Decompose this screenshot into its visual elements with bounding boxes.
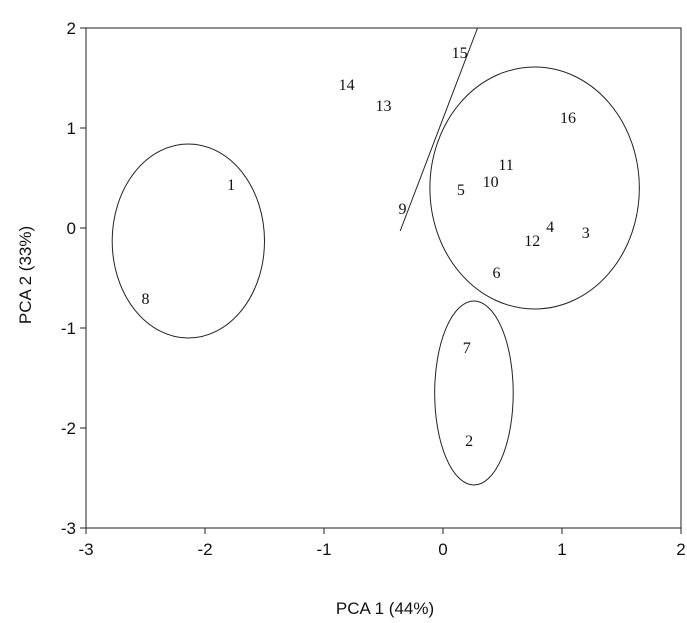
- point-label-9: 9: [399, 201, 407, 218]
- x-tick-label: 0: [438, 540, 447, 559]
- group-outlines-layer: [111, 27, 640, 486]
- y-axis-title: PCA 2 (33%): [16, 226, 35, 324]
- point-label-16: 16: [560, 110, 576, 127]
- cluster-ellipse-3: [434, 300, 514, 486]
- y-tick-label: -1: [61, 319, 76, 338]
- point-label-12: 12: [524, 233, 540, 250]
- cluster-triangle: [260, 27, 479, 232]
- point-label-7: 7: [463, 340, 471, 357]
- point-label-5: 5: [457, 182, 465, 199]
- cluster-ellipse-1: [111, 143, 265, 339]
- y-tick-label: -3: [61, 519, 76, 538]
- x-tick-label: -1: [316, 540, 331, 559]
- cluster-ellipse-2: [429, 66, 640, 310]
- point-label-2: 2: [465, 433, 473, 450]
- point-label-6: 6: [493, 265, 501, 282]
- x-tick-label: -3: [78, 540, 93, 559]
- point-label-15: 15: [452, 45, 468, 62]
- point-label-1: 1: [227, 177, 235, 194]
- y-tick-label: 0: [67, 219, 76, 238]
- point-label-4: 4: [546, 219, 554, 236]
- y-tick-label: 2: [67, 19, 76, 38]
- y-tick-label: -2: [61, 419, 76, 438]
- y-tick-label: 1: [67, 119, 76, 138]
- x-tick-label: 2: [676, 540, 685, 559]
- x-tick-label: -2: [197, 540, 212, 559]
- point-label-10: 10: [483, 174, 499, 191]
- x-axis-title: PCA 1 (44%): [336, 599, 434, 618]
- point-label-11: 11: [498, 157, 513, 174]
- point-label-13: 13: [376, 98, 392, 115]
- point-label-14: 14: [339, 77, 355, 94]
- point-label-3: 3: [582, 225, 590, 242]
- x-tick-label: 1: [557, 540, 566, 559]
- point-label-8: 8: [142, 291, 150, 308]
